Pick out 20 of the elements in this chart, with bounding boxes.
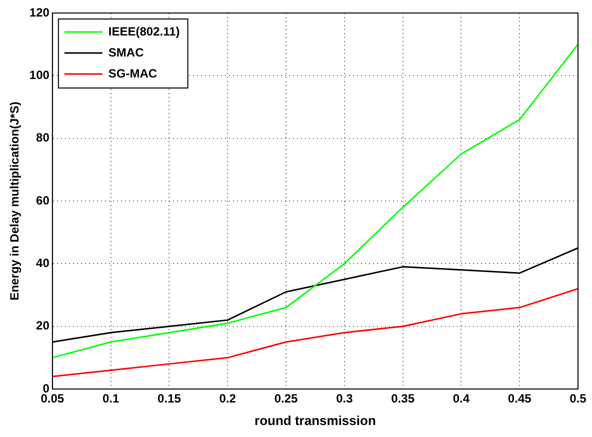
y-axis-title: Energy in Delay multiplication(J*S) xyxy=(8,102,22,300)
y-tick-label: 60 xyxy=(36,193,50,208)
legend-label: IEEE(802.11) xyxy=(108,24,180,38)
x-tick-label: 0.45 xyxy=(508,392,532,406)
y-tick-label: 80 xyxy=(36,130,50,145)
legend-label: SG-MAC xyxy=(108,66,158,80)
x-tick-label: 0.15 xyxy=(158,392,182,406)
y-tick-label: 100 xyxy=(29,68,50,82)
x-tick-label: 0.1 xyxy=(102,392,120,406)
y-tick-label: 40 xyxy=(36,256,50,270)
x-tick-label: 0.2 xyxy=(219,392,236,406)
x-tick-label: 0.35 xyxy=(391,392,415,406)
y-tick-label: 120 xyxy=(29,5,50,20)
x-tick-label: 0.25 xyxy=(274,392,298,406)
y-tick-label: 20 xyxy=(36,318,50,333)
x-tick-label: 0.5 xyxy=(570,392,587,406)
legend-label: SMAC xyxy=(108,45,144,60)
x-axis-title: round transmission xyxy=(254,412,376,428)
x-tick-label: 0.4 xyxy=(452,392,470,406)
x-tick-label: 0.3 xyxy=(336,392,354,406)
